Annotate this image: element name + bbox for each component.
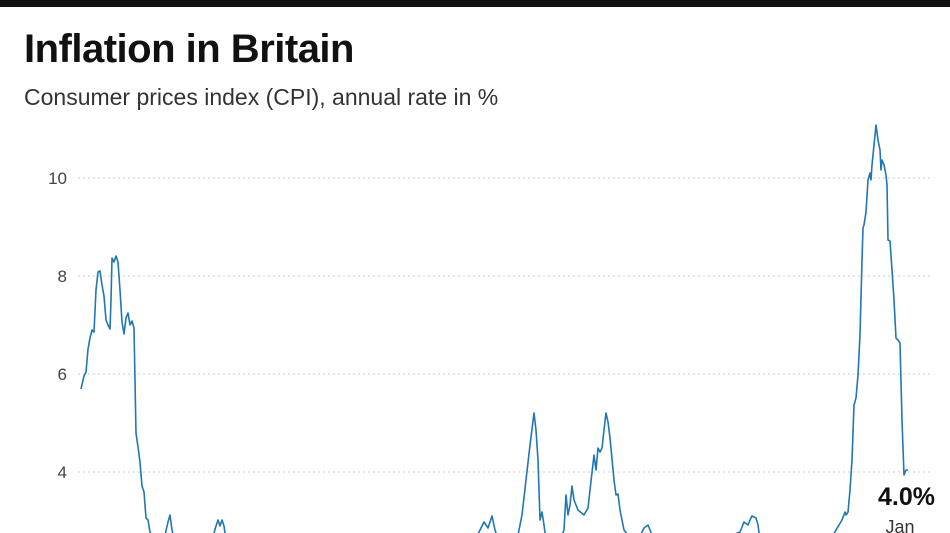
top-rule (0, 0, 950, 7)
last-value-annotation: 4.0% Jan (878, 483, 935, 533)
chart-subtitle: Consumer prices index (CPI), annual rate… (24, 84, 499, 110)
chart-title: Inflation in Britain (24, 27, 354, 71)
y-tick-4: 4 (58, 463, 67, 482)
y-axis-labels: 10 8 6 4 (48, 169, 67, 482)
y-tick-10: 10 (48, 169, 67, 188)
gridlines (78, 177, 930, 473)
y-tick-8: 8 (58, 267, 67, 286)
cpi-line (80, 124, 908, 533)
y-tick-6: 6 (58, 365, 67, 384)
last-value-month: Jan (885, 517, 914, 533)
last-value: 4.0% (878, 483, 935, 511)
